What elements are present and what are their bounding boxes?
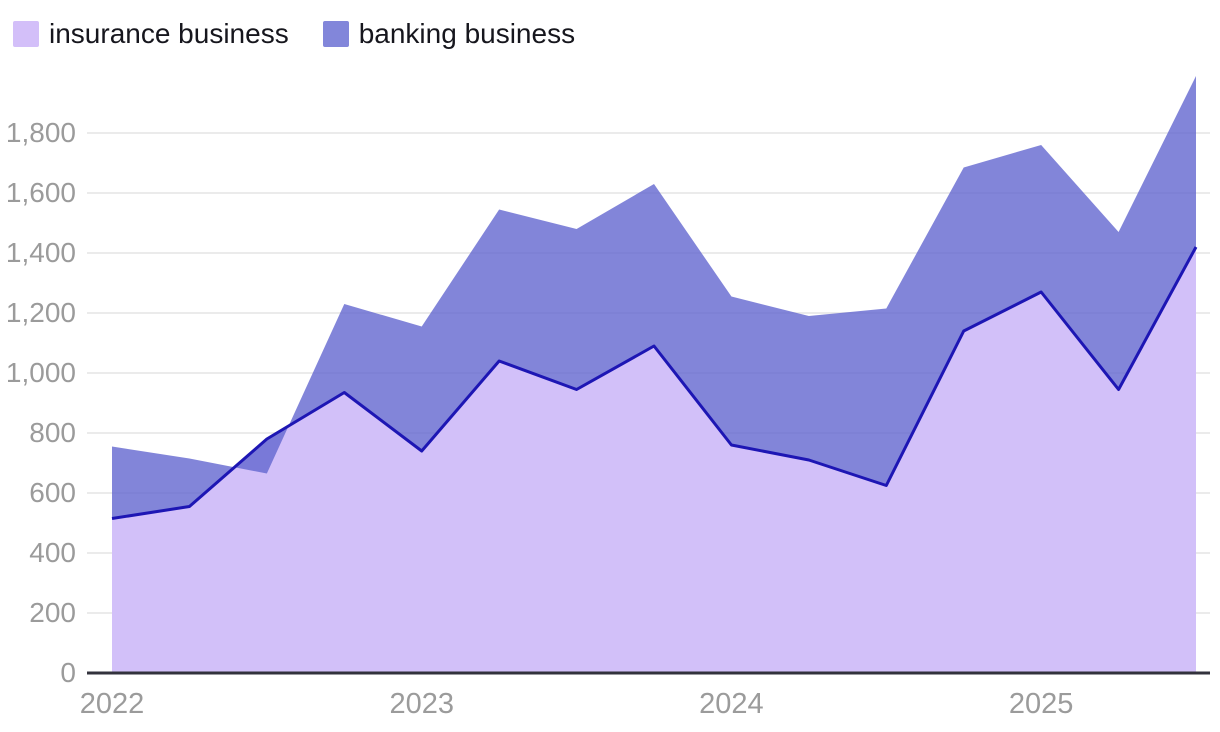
y-tick-label: 800	[29, 417, 76, 448]
legend-label-banking: banking business	[358, 18, 576, 49]
y-tick-label: 1,000	[6, 357, 76, 388]
insurance-area	[112, 247, 1196, 673]
legend-item-banking[interactable]: banking business	[322, 18, 576, 49]
x-tick-label: 2024	[699, 688, 764, 720]
y-tick-label: 600	[29, 477, 76, 508]
legend: insurance business banking business	[13, 20, 575, 48]
legend-label-insurance: insurance business	[49, 18, 289, 49]
y-tick-label: 200	[29, 597, 76, 628]
y-tick-label: 1,400	[6, 237, 76, 268]
insurance-line	[111, 246, 1198, 520]
y-tick-label: 0	[60, 657, 76, 688]
x-tick-label: 2022	[80, 688, 145, 720]
y-tick-label: 400	[29, 537, 76, 568]
y-tick-label: 1,600	[6, 177, 76, 208]
x-tick-label: 2025	[1009, 688, 1074, 720]
legend-item-insurance[interactable]: insurance business	[13, 20, 289, 48]
y-tick-label: 1,200	[6, 297, 76, 328]
x-tick-label: 2023	[389, 688, 454, 720]
y-tick-label: 1,800	[6, 117, 76, 148]
x-axis-line	[87, 671, 1210, 675]
insurance-swatch-icon	[13, 21, 39, 47]
banking-swatch-icon	[322, 21, 349, 47]
